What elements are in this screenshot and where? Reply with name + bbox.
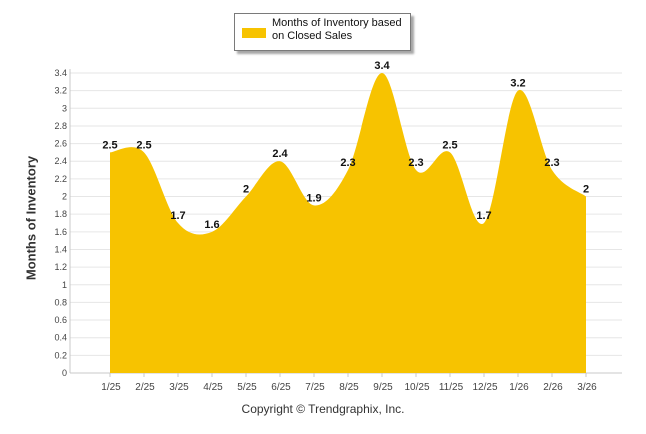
data-label: 3.2 <box>510 78 525 90</box>
data-label: 2.4 <box>272 148 288 160</box>
x-tick-label: 1/26 <box>509 382 529 393</box>
y-tick-label: 0.4 <box>54 333 67 343</box>
y-tick-label: 2.2 <box>54 174 67 184</box>
y-tick-label: 1.2 <box>54 262 67 272</box>
data-label: 2.3 <box>408 157 423 169</box>
x-tick-label: 2/26 <box>543 382 563 393</box>
data-label: 2 <box>243 184 249 196</box>
data-label: 2.5 <box>442 139 457 151</box>
x-tick-label: 12/25 <box>472 382 497 393</box>
y-tick-label: 1.6 <box>54 227 67 237</box>
x-tick-label: 11/25 <box>439 382 464 393</box>
data-label: 3.4 <box>374 60 390 72</box>
y-tick-label: 0 <box>62 368 67 378</box>
copyright-text: Copyright © Trendgraphix, Inc. <box>241 402 405 416</box>
x-tick-label: 7/25 <box>305 382 325 393</box>
x-tick-label: 6/25 <box>271 382 291 393</box>
data-label: 1.7 <box>170 210 185 222</box>
y-tick-label: 3 <box>62 103 67 113</box>
x-tick-label: 1/25 <box>101 382 121 393</box>
data-label: 2.3 <box>544 157 559 169</box>
data-label: 2.3 <box>340 157 355 169</box>
legend-label: Months of Inventory based on Closed Sale… <box>272 17 402 42</box>
y-tick-label: 2 <box>62 192 67 202</box>
data-label: 2 <box>583 184 589 196</box>
x-tick-label: 10/25 <box>404 382 429 393</box>
y-tick-label: 3.2 <box>54 86 67 96</box>
y-tick-label: 1 <box>62 280 67 290</box>
y-tick-label: 3.4 <box>54 68 67 78</box>
x-tick-label: 5/25 <box>237 382 257 393</box>
data-label: 1.7 <box>476 210 491 222</box>
data-label: 2.5 <box>102 139 117 151</box>
x-tick-label: 4/25 <box>203 382 223 393</box>
data-label: 1.6 <box>204 219 219 231</box>
x-tick-label: 8/25 <box>339 382 359 393</box>
y-tick-label: 2.4 <box>54 156 67 166</box>
x-tick-label: 9/25 <box>373 382 393 393</box>
y-tick-label: 2.8 <box>54 121 67 131</box>
x-tick-label: 3/26 <box>577 382 597 393</box>
series-area <box>110 73 586 373</box>
legend[interactable]: Months of Inventory based on Closed Sale… <box>234 13 411 51</box>
y-tick-label: 0.6 <box>54 315 67 325</box>
y-tick-label: 2.6 <box>54 139 67 149</box>
y-axis-label: Months of Inventory <box>23 155 39 281</box>
legend-swatch <box>242 28 266 38</box>
data-label: 1.9 <box>306 192 321 204</box>
x-tick-label: 3/25 <box>169 382 189 393</box>
data-label: 2.5 <box>136 139 151 151</box>
y-tick-label: 0.8 <box>54 297 67 307</box>
y-tick-label: 0.2 <box>54 350 67 360</box>
y-tick-label: 1.8 <box>54 209 67 219</box>
x-tick-label: 2/25 <box>135 382 155 393</box>
y-tick-label: 1.4 <box>54 244 67 254</box>
